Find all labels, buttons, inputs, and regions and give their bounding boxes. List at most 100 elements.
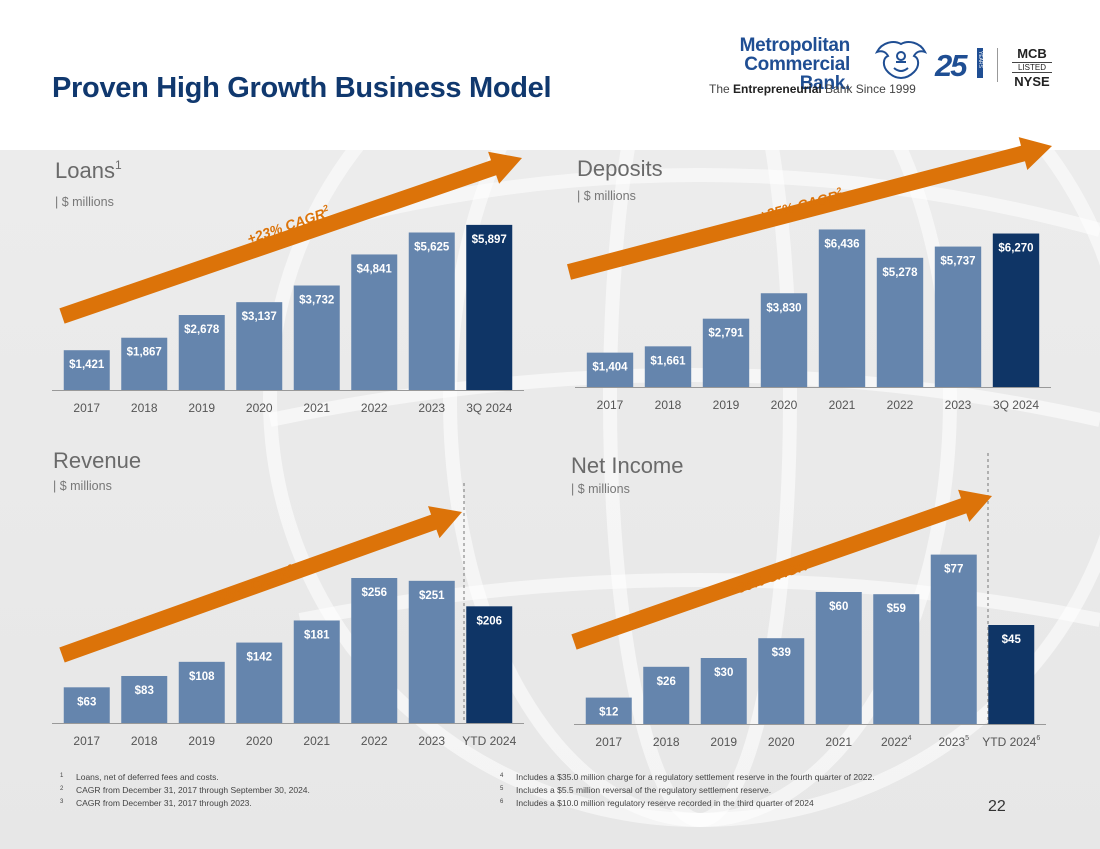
x-tick-label: 2020 [246, 734, 273, 748]
bar-value-label: $4,841 [357, 263, 393, 275]
chart-revenue: Revenue | $ millions $63 2017 $83 2018 $108 201… [52, 448, 524, 748]
bar-2022 [351, 578, 398, 723]
bar-2018 [121, 675, 168, 723]
logo-divider [997, 48, 998, 82]
cagr-label-sup: 2 [834, 185, 842, 196]
chart-loans: Loans1 | $ millions $1,421 2017 $1,867 2018 $2… [52, 151, 524, 415]
chart-title: Loans1 [55, 158, 122, 183]
chart-title-sup: 1 [115, 158, 122, 172]
x-tick-label: 2017 [73, 401, 100, 415]
cagr-arrow [571, 489, 992, 650]
footnote-text: CAGR from December 31, 2017 through Sept… [76, 785, 310, 795]
x-tick-label: 2020 [768, 735, 795, 749]
bar-value-label: $39 [772, 647, 791, 659]
footnote-text: Includes a $35.0 million charge for a re… [516, 772, 875, 782]
bar-2019 [178, 661, 225, 723]
chart-title: Net Income [571, 453, 684, 478]
cagr-label-sup: 3 [286, 562, 294, 573]
bar-value-label: $63 [77, 696, 96, 708]
footnote-2: 2 CAGR from December 31, 2017 through Sep… [60, 783, 310, 796]
footnote-3: 3 CAGR from December 31, 2017 through 202… [60, 796, 310, 809]
bar-2020 [236, 642, 283, 723]
x-tick-label: 2018 [131, 734, 158, 748]
bar-value-label: $26 [657, 676, 676, 688]
chart-subtitle: | $ millions [55, 195, 114, 209]
bar-value-label: $1,661 [650, 355, 686, 367]
anniversary-mark: 25 [935, 48, 968, 83]
bar-value-label: $1,867 [127, 347, 162, 359]
years-text-mark: YEARS [977, 51, 983, 69]
x-tick-label: 2022 [361, 734, 388, 748]
x-tick-label: 2021 [303, 734, 330, 748]
footnote-text: Loans, net of deferred fees and costs. [76, 772, 219, 782]
bar-2017 [585, 697, 632, 724]
chart-title: Revenue [53, 448, 141, 473]
x-tick-label: 2019 [713, 398, 740, 412]
bar-value-label: $251 [419, 590, 445, 602]
bar-value-label: $256 [361, 587, 387, 599]
bar-2021 [293, 620, 340, 723]
x-tick-label: 2020 [246, 401, 273, 415]
chart-subtitle: | $ millions [571, 482, 630, 496]
exchange-name: NYSE [1014, 74, 1050, 89]
bar-2017 [586, 352, 634, 387]
bar-value-label: $108 [189, 671, 215, 683]
bar-value-label: $59 [887, 603, 906, 615]
bar-2023 [408, 232, 455, 390]
tagline-post: Bank Since 1999 [821, 82, 916, 96]
footnotes-left: 1 Loans, net of deferred fees and costs. 2… [60, 770, 310, 809]
cagr-label-sup: 3 [804, 555, 812, 566]
cagr-arrow [59, 506, 463, 663]
bar-value-label: $12 [599, 707, 618, 719]
bar-value-label: $5,278 [882, 267, 918, 279]
bar-value-label: $6,270 [998, 243, 1033, 255]
ticker-symbol: MCB [1017, 46, 1047, 61]
x-tick-label: 3Q 2024 [993, 398, 1039, 412]
bar-2019 [700, 658, 747, 724]
exchange-badge: MCB LISTED NYSE [1012, 47, 1052, 88]
tagline-bold: Entrepreneurial [733, 82, 822, 96]
years-mark: YEARS [977, 48, 983, 78]
bar-2017 [63, 350, 110, 390]
footnote-text: Includes a $10.0 million regulatory rese… [516, 798, 814, 808]
x-tick-label: 2022 [887, 398, 914, 412]
bank-tagline: The Entrepreneurial Bank Since 1999 [709, 82, 916, 96]
footnote-number: 3 [60, 799, 64, 805]
page-title: Proven High Growth Business Model [52, 72, 552, 104]
bank-logo: Metropolitan Commercial Bank. The Entrep… [700, 36, 1080, 100]
bar-value-label: $2,791 [708, 328, 744, 340]
bar-2018 [643, 666, 690, 724]
eagle-icon [874, 41, 928, 80]
bar-value-label: $5,897 [472, 234, 507, 246]
bar-2023 [934, 246, 982, 387]
x-tick-label: 2021 [303, 401, 330, 415]
x-tick-label: 2021 [825, 735, 852, 749]
x-tick-label: 2020 [771, 398, 798, 412]
bank-name-line2: Commercial Bank. [744, 54, 850, 94]
bar-2019 [702, 318, 750, 387]
cagr-arrow [567, 137, 1052, 280]
bar-value-label: $3,732 [299, 295, 334, 307]
x-tick-label: YTD 2024 [462, 734, 516, 748]
x-tick-label: 2023 [418, 734, 445, 748]
bar-value-label: $77 [944, 564, 963, 576]
x-tick-label: 2019 [710, 735, 737, 749]
x-tick-label: 2018 [131, 401, 158, 415]
bar-2017 [63, 687, 110, 723]
bank-name: Metropolitan Commercial Bank. [700, 35, 851, 94]
footnote-number: 6 [500, 799, 504, 805]
x-tick-label: 3Q 2024 [466, 401, 512, 415]
bar-2022 [876, 257, 924, 387]
bank-name-line1: Metropolitan [739, 35, 851, 56]
years-text: YEARS [977, 51, 983, 69]
x-tick-label: 2018 [655, 398, 682, 412]
x-tick-sup: 5 [965, 735, 969, 742]
chart-title: Deposits [577, 156, 663, 181]
x-tick-label: 2017 [597, 398, 624, 412]
bar-2022 [873, 594, 920, 724]
footnote-1: 1 Loans, net of deferred fees and costs. [60, 770, 310, 783]
x-tick-sup: 4 [908, 735, 912, 742]
bar-2021 [818, 229, 866, 387]
